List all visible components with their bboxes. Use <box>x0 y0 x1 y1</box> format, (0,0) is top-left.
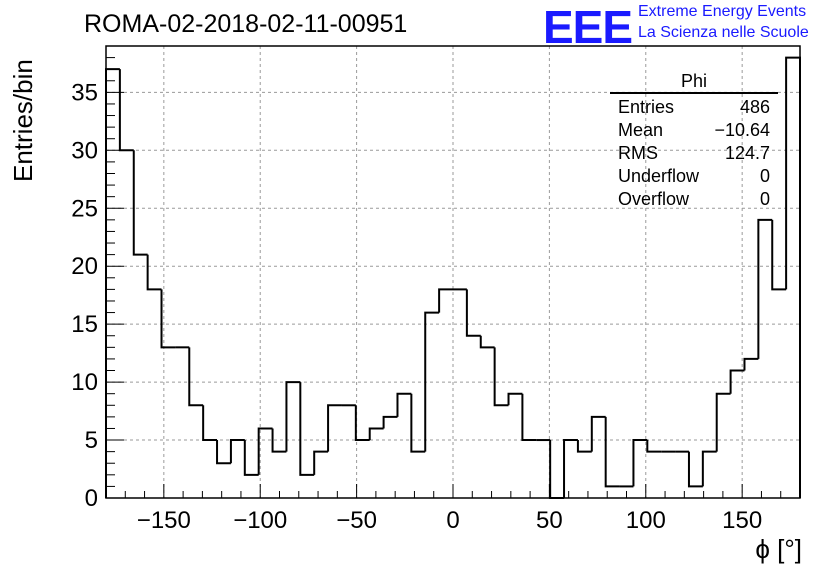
stats-value: 124.7 <box>724 143 770 163</box>
histogram-bin <box>202 405 218 442</box>
y-tick-label: 10 <box>71 369 98 396</box>
stats-value: 0 <box>759 189 770 209</box>
histogram-bin <box>729 369 745 394</box>
stats-label: Entries <box>618 97 675 117</box>
histogram-bin <box>299 382 315 476</box>
histogram-bin <box>396 392 412 417</box>
histogram-bin <box>118 69 134 152</box>
histogram-bin <box>687 451 703 488</box>
x-tick-label: 50 <box>536 507 563 534</box>
histogram-bin <box>604 416 620 488</box>
histogram-bin <box>785 56 801 498</box>
y-tick-label: 30 <box>71 137 98 164</box>
histogram-bin <box>715 392 731 452</box>
histogram-bin <box>257 427 273 475</box>
x-axis-label: ϕ [°] <box>755 534 802 564</box>
histogram-bin <box>632 439 648 487</box>
histogram-bin <box>771 219 787 291</box>
x-tick-label: 150 <box>722 507 762 534</box>
histogram-bin <box>646 440 662 453</box>
histogram-bin <box>327 404 342 452</box>
stats-box: Phi Entries 486 Mean −10.64 RMS 124.7 Un… <box>610 70 778 211</box>
y-tick-label: 15 <box>71 311 98 338</box>
histogram-bin <box>188 347 204 407</box>
y-tick-label: 35 <box>71 79 98 106</box>
stats-row-overflow: Overflow 0 <box>610 188 778 211</box>
logo-line-1: Extreme Energy Events <box>638 3 807 20</box>
histogram-bin <box>438 288 453 313</box>
histogram-bin <box>493 347 509 407</box>
stats-label: Underflow <box>618 166 700 186</box>
y-tick-label: 25 <box>71 195 98 222</box>
x-axis-ticks: −150 −100 −50 0 50 100 150 <box>124 484 782 534</box>
x-tick-label: 100 <box>626 507 666 534</box>
histogram-bin <box>743 357 759 371</box>
histogram-bin <box>105 68 120 498</box>
histogram-bin <box>563 439 578 498</box>
y-tick-label: 20 <box>71 253 98 280</box>
histogram-bin <box>590 415 606 452</box>
stats-row-underflow: Underflow 0 <box>610 165 778 188</box>
histogram-bin <box>271 428 287 453</box>
stats-row-mean: Mean −10.64 <box>610 119 778 142</box>
histogram-bin <box>521 393 537 442</box>
stats-value: 486 <box>739 97 770 117</box>
histogram-bin <box>701 450 717 487</box>
plot-title: ROMA-02-2018-02-11-00951 <box>84 10 408 38</box>
histogram-bin <box>549 440 565 499</box>
eee-logo: EEE <box>543 1 633 53</box>
histogram-bin <box>479 335 495 349</box>
stats-label: Overflow <box>618 189 690 209</box>
logo-line-2: La Scienza nelle Scuole <box>638 24 809 41</box>
stats-value: 0 <box>759 166 770 186</box>
histogram-bin <box>285 381 301 452</box>
histogram-bin <box>465 289 481 337</box>
histogram-bin <box>354 405 370 442</box>
histogram-bin <box>576 440 592 453</box>
x-tick-label: −50 <box>336 507 377 534</box>
histogram-bin <box>424 311 440 452</box>
stats-title: Phi <box>610 70 778 94</box>
histogram-bin <box>757 218 773 359</box>
histogram-bin <box>216 440 231 465</box>
histogram-bin <box>507 392 523 406</box>
stats-label: Mean <box>618 120 664 140</box>
histogram-bin <box>160 289 176 349</box>
histogram-bin <box>243 440 259 476</box>
y-tick-label: 5 <box>85 427 98 454</box>
y-axis-ticks: 0 5 10 15 20 25 30 35 <box>71 57 124 512</box>
histogram-bin <box>382 415 398 429</box>
x-tick-label: 0 <box>446 507 459 534</box>
stats-row-rms: RMS 124.7 <box>610 142 778 165</box>
x-tick-label: −150 <box>137 507 191 534</box>
x-tick-label: −100 <box>233 507 287 534</box>
histogram-bin <box>410 393 426 453</box>
y-tick-label: 0 <box>85 485 98 512</box>
histogram-bin <box>229 439 245 464</box>
y-axis-label: Entries/bin <box>8 59 38 182</box>
stats-row-entries: Entries 486 <box>610 96 778 119</box>
stats-value: −10.64 <box>714 120 770 140</box>
histogram-bin <box>368 427 384 441</box>
histogram-bin <box>313 450 329 475</box>
histogram-bin <box>132 150 148 256</box>
histogram-bin <box>146 254 162 291</box>
stats-label: RMS <box>618 143 658 163</box>
